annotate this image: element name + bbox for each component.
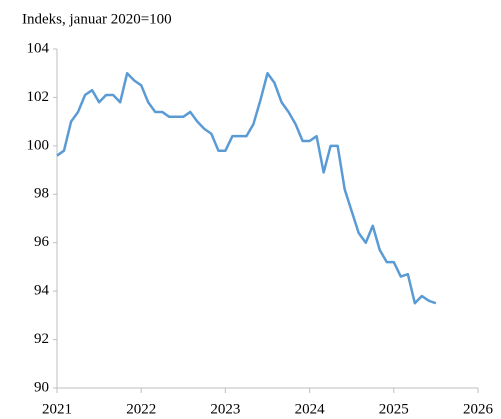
y-tick-label: 90: [34, 379, 49, 395]
y-tick-label: 94: [34, 283, 50, 299]
y-tick-label: 96: [34, 234, 50, 250]
y-tick-label: 102: [27, 89, 50, 105]
chart-title: Indeks, januar 2020=100: [22, 11, 172, 27]
data-line: [56, 71, 437, 305]
x-tick-label: 2021: [42, 401, 72, 417]
x-tick-label: 2026: [463, 401, 494, 417]
y-tick-label: 98: [34, 186, 49, 202]
x-tick-label: 2022: [126, 401, 156, 417]
y-tick-label: 92: [34, 331, 49, 347]
y-tick-label: 104: [27, 40, 50, 56]
x-tick-label: 2025: [379, 401, 409, 417]
x-tick-label: 2023: [210, 401, 240, 417]
y-tick-label: 100: [27, 137, 50, 153]
x-tick-label: 2024: [295, 401, 326, 417]
